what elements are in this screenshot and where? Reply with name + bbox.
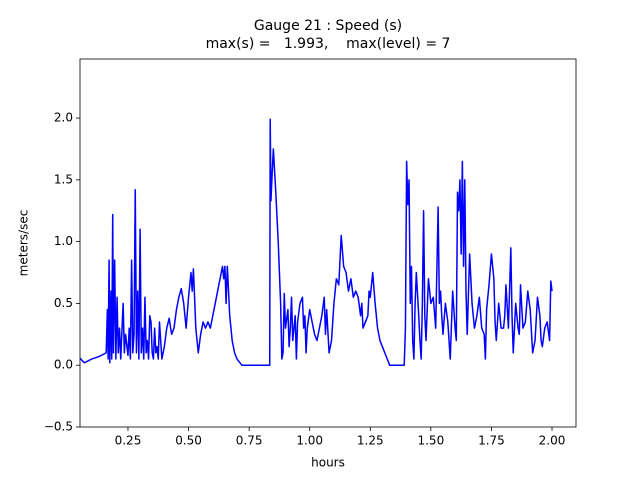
x-tick-label: 1.50 <box>417 434 444 448</box>
x-tick-label: 1.25 <box>357 434 384 448</box>
x-tick-label: 1.00 <box>296 434 323 448</box>
data-line <box>80 118 553 366</box>
x-tick-label: 0.75 <box>236 434 263 448</box>
y-tick-label: 2.0 <box>54 111 73 125</box>
y-tick-label: 0.5 <box>54 296 73 310</box>
axes-frame <box>79 58 577 428</box>
chart-title: Gauge 21 : Speed (s) <box>254 18 402 34</box>
x-tick-label: 2.00 <box>539 434 566 448</box>
x-tick-label: 0.25 <box>115 434 142 448</box>
x-tick-label: 0.50 <box>175 434 202 448</box>
y-axis-label: meters/sec <box>17 210 31 277</box>
chart-subtitle: max(s) = 1.993, max(level) = 7 <box>206 36 451 52</box>
y-tick-label: 1.5 <box>54 172 73 186</box>
y-tick-label: 1.0 <box>54 234 73 248</box>
x-tick-label: 1.75 <box>478 434 505 448</box>
y-tick-label: −0.5 <box>44 420 73 434</box>
y-tick-label: 0.0 <box>54 358 73 372</box>
x-axis-label: hours <box>311 456 345 470</box>
